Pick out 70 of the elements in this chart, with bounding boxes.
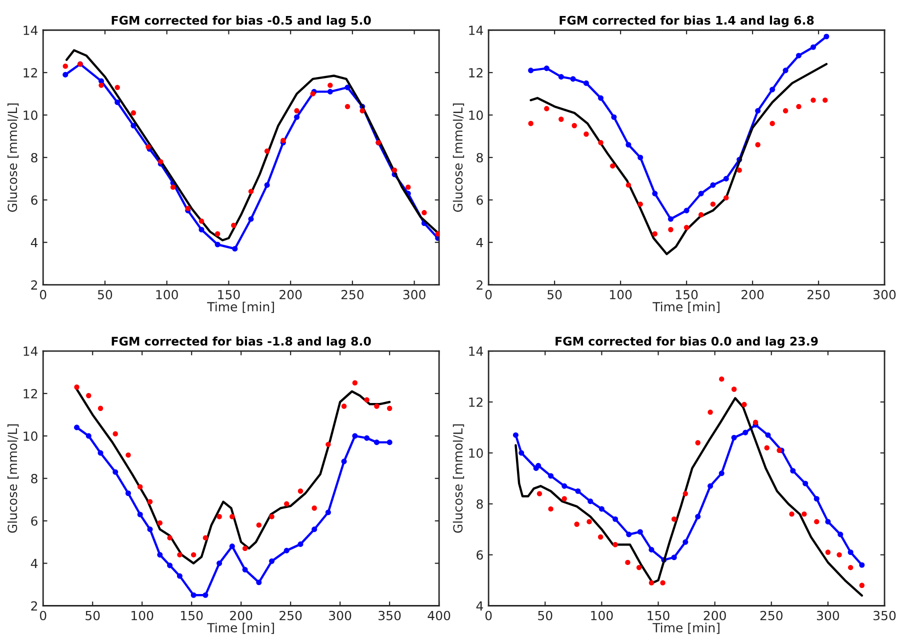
x-axis-title: Time [min] xyxy=(207,302,274,313)
x-tick-label: 100 xyxy=(591,610,613,620)
x-tick-label: 250 xyxy=(280,610,302,620)
y-tick-label: 2 xyxy=(31,280,37,290)
y-tick-label: 14 xyxy=(469,26,483,35)
x-tick-label: 400 xyxy=(428,610,450,620)
x-tick-label: 350 xyxy=(874,610,896,620)
y-axis-title: Glucose [mmol/L] xyxy=(452,424,464,533)
y-tick-label: 14 xyxy=(24,346,38,356)
chart-title: FGM corrected for bias 0.0 and lag 23.9 xyxy=(556,336,818,348)
y-tick-label: 12 xyxy=(24,68,37,78)
x-tick-label: 0 xyxy=(40,290,46,300)
y-tick-label: 14 xyxy=(24,26,38,35)
x-tick-label: 100 xyxy=(132,610,154,620)
x-tick-label: 50 xyxy=(98,290,112,300)
chart-title: FGM corrected for bias -0.5 and lag 5.0 xyxy=(112,16,371,28)
y-axis-title: Glucose [mmol/L] xyxy=(7,103,19,212)
y-tick-label: 6 xyxy=(476,550,483,560)
y-tick-label: 10 xyxy=(469,110,483,120)
y-tick-label: 2 xyxy=(31,601,37,610)
y-axis-title: Glucose [mmol/L] xyxy=(7,424,19,533)
x-tick-label: 50 xyxy=(548,290,562,300)
y-tick-label: 8 xyxy=(476,152,483,162)
x-tick-label: 200 xyxy=(742,290,764,300)
x-tick-label: 350 xyxy=(378,610,401,620)
x-tick-label: 250 xyxy=(341,290,364,300)
y-axis-title: Glucose [mmol/L] xyxy=(452,103,464,212)
x-tick-label: 300 xyxy=(403,290,426,300)
x-tick-label: 150 xyxy=(648,610,670,620)
x-tick-label: 50 xyxy=(86,610,100,620)
x-tick-label: 300 xyxy=(874,290,896,300)
x-tick-label: 200 xyxy=(230,610,252,620)
y-tick-label: 6 xyxy=(31,516,38,526)
y-tick-label: 2 xyxy=(476,280,482,290)
x-tick-label: 200 xyxy=(704,610,726,620)
x-tick-label: 0 xyxy=(485,610,492,620)
x-tick-label: 100 xyxy=(610,290,632,300)
y-tick-label: 14 xyxy=(469,346,483,356)
y-tick-label: 8 xyxy=(31,152,38,162)
x-tick-label: 0 xyxy=(485,290,492,300)
y-tick-label: 4 xyxy=(30,238,38,248)
x-tick-label: 0 xyxy=(40,610,46,620)
x-tick-label: 150 xyxy=(676,290,698,300)
x-tick-label: 300 xyxy=(329,610,352,620)
x-tick-label: 250 xyxy=(760,610,782,620)
y-tick-label: 4 xyxy=(30,558,38,568)
y-tick-label: 6 xyxy=(31,195,38,205)
y-tick-label: 10 xyxy=(24,110,38,120)
x-axis-title: Time [min] xyxy=(652,622,720,634)
x-axis-title: Time [min] xyxy=(207,622,274,634)
y-tick-label: 10 xyxy=(24,431,38,441)
y-tick-label: 4 xyxy=(476,238,484,248)
y-tick-label: 12 xyxy=(469,68,482,78)
y-tick-label: 8 xyxy=(31,474,38,484)
chart-title: FGM corrected for bias 1.4 and lag 6.8 xyxy=(560,16,814,28)
x-tick-label: 150 xyxy=(181,610,203,620)
x-tick-label: 150 xyxy=(218,290,240,300)
y-tick-label: 4 xyxy=(476,601,484,610)
x-tick-label: 50 xyxy=(538,610,552,620)
chart-title: FGM corrected for bias -1.8 and lag 8.0 xyxy=(112,336,371,348)
y-tick-label: 12 xyxy=(469,397,482,407)
x-tick-label: 100 xyxy=(156,290,178,300)
x-tick-label: 200 xyxy=(280,290,302,300)
y-tick-label: 6 xyxy=(476,195,483,205)
y-tick-label: 8 xyxy=(476,499,483,509)
x-tick-label: 250 xyxy=(808,290,830,300)
x-axis-title: Time [min] xyxy=(652,302,720,313)
x-tick-label: 300 xyxy=(816,610,840,620)
y-tick-label: 10 xyxy=(469,448,483,458)
y-tick-label: 12 xyxy=(24,388,37,398)
